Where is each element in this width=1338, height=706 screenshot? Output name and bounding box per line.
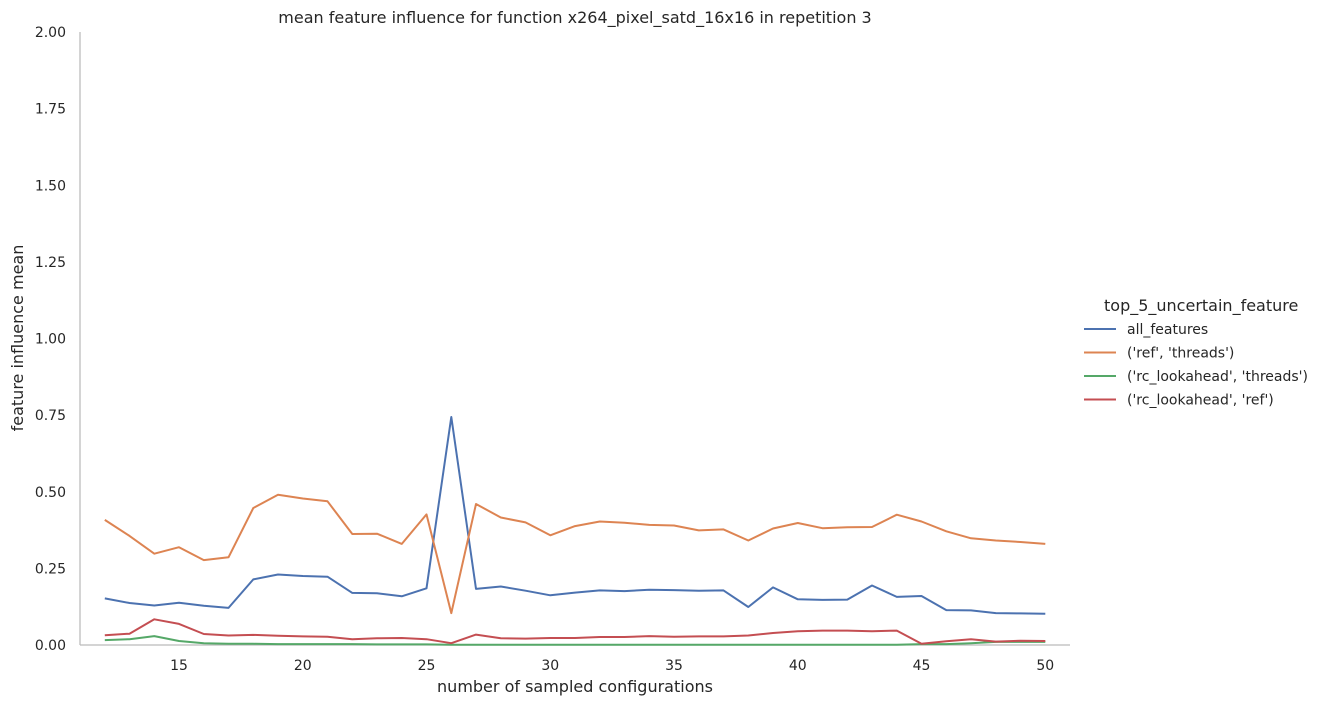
x-tick-label: 20	[294, 658, 312, 674]
series-line-3	[104, 618, 1046, 645]
y-tick-label: 1.50	[35, 178, 66, 194]
y-tick-label: 2.00	[35, 25, 66, 41]
legend-label: ('rc_lookahead', 'threads')	[1127, 369, 1308, 385]
series-group	[104, 416, 1046, 646]
x-tick-label: 45	[913, 658, 931, 674]
x-ticks: 15 20 25 30 35 40 45 50	[170, 658, 1054, 674]
y-tick-label: 1.75	[35, 102, 66, 118]
legend: top_5_uncertain_feature all_features ('re…	[1084, 296, 1308, 409]
x-axis-label: number of sampled configurations	[437, 677, 713, 696]
x-tick-label: 35	[665, 658, 683, 674]
legend-title: top_5_uncertain_feature	[1104, 296, 1298, 316]
x-tick-label: 15	[170, 658, 188, 674]
legend-label: all_features	[1127, 322, 1208, 338]
y-tick-label: 0.75	[35, 408, 66, 424]
y-tick-label: 0.00	[35, 638, 66, 654]
y-tick-label: 1.00	[35, 332, 66, 348]
chart-title: mean feature influence for function x264…	[278, 8, 871, 28]
axes	[79, 32, 1070, 646]
x-tick-label: 50	[1036, 658, 1054, 674]
x-tick-label: 25	[418, 658, 436, 674]
x-tick-label: 30	[541, 658, 559, 674]
y-axis-label: feature influence mean	[8, 245, 27, 432]
y-tick-label: 0.50	[35, 485, 66, 501]
x-tick-label: 40	[789, 658, 807, 674]
legend-label: ('ref', 'threads')	[1127, 346, 1234, 362]
series-line-0	[104, 416, 1046, 615]
y-tick-label: 1.25	[35, 255, 66, 271]
y-ticks: 0.00 0.25 0.50 0.75 1.00 1.25 1.50 1.75 2.00	[35, 25, 66, 654]
legend-label: ('rc_lookahead', 'ref')	[1127, 393, 1274, 409]
series-line-1	[104, 493, 1046, 615]
y-tick-label: 0.25	[35, 561, 66, 577]
series-line-2	[104, 635, 1046, 646]
